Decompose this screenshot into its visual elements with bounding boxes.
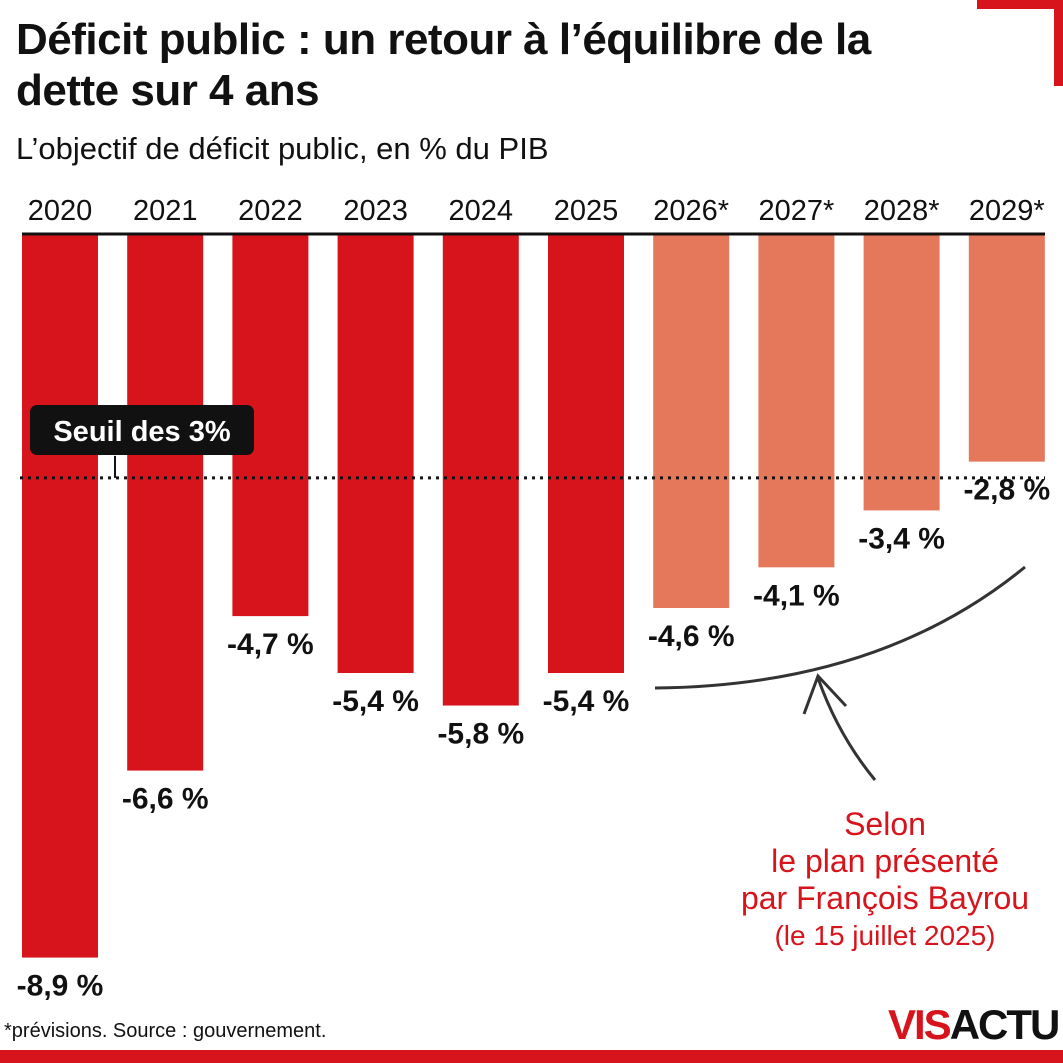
annotation-arrow-shaft <box>816 677 877 781</box>
chart-subtitle: L’objectif de déficit public, en % du PI… <box>16 131 549 166</box>
bar-2023 <box>337 234 414 674</box>
value-label-2025: -5,4 % <box>543 685 630 718</box>
threshold-label-box <box>30 405 254 455</box>
bar-2021 <box>127 234 204 771</box>
corner-decoration <box>977 0 1063 86</box>
year-label-2028: 2028* <box>864 195 940 227</box>
threshold-label: Seuil des 3% <box>53 416 231 448</box>
year-label-2024: 2024 <box>449 195 514 227</box>
bar-2028 <box>863 234 940 511</box>
annotation-arrow-head-icon <box>802 673 848 715</box>
value-label-2026: -4,6 % <box>648 620 735 653</box>
annotation-line-2: le plan présenté <box>771 843 999 879</box>
year-label-2026: 2026* <box>653 195 729 227</box>
annotation-curve <box>654 565 1026 690</box>
bar-2024 <box>442 234 519 706</box>
value-label-2028: -3,4 % <box>858 522 945 555</box>
value-label-2022: -4,7 % <box>227 628 314 661</box>
year-label-2022: 2022 <box>238 195 303 227</box>
value-label-2024: -5,8 % <box>437 718 524 751</box>
bar-2020 <box>22 234 98 958</box>
year-label-2023: 2023 <box>343 195 408 227</box>
value-label-2023: -5,4 % <box>332 685 419 718</box>
year-label-2029: 2029* <box>969 195 1045 227</box>
year-label-2025: 2025 <box>554 195 619 227</box>
source-note: *prévisions. Source : gouvernement. <box>4 1020 327 1042</box>
plan-annotation: Selon le plan présenté par François Bayr… <box>700 806 1063 954</box>
year-label-2027: 2027* <box>758 195 834 227</box>
chart-title: Déficit public : un retour à l’équilibre… <box>16 15 871 115</box>
value-label-2027: -4,1 % <box>753 579 840 612</box>
bar-2029 <box>968 234 1045 462</box>
year-label-2020: 2020 <box>28 195 93 227</box>
year-label-2021: 2021 <box>133 195 198 227</box>
value-label-2021: -6,6 % <box>122 783 209 816</box>
bar-2027 <box>758 234 835 568</box>
bar-2026 <box>653 234 730 608</box>
logo-text-vis: VIS <box>888 1001 952 1048</box>
annotation-line-1: Selon <box>844 806 926 842</box>
visactu-logo: VIS ACTU <box>888 1000 1063 1050</box>
annotation-line-3: par François Bayrou <box>740 880 1030 916</box>
annotation-line-4: (le 15 juillet 2025) <box>774 920 996 951</box>
bar-2025 <box>548 234 624 674</box>
value-label-2020: -8,9 % <box>17 970 104 1003</box>
logo-text-actu: ACTU <box>949 1001 1061 1048</box>
bottom-accent-bar <box>0 1050 1063 1063</box>
